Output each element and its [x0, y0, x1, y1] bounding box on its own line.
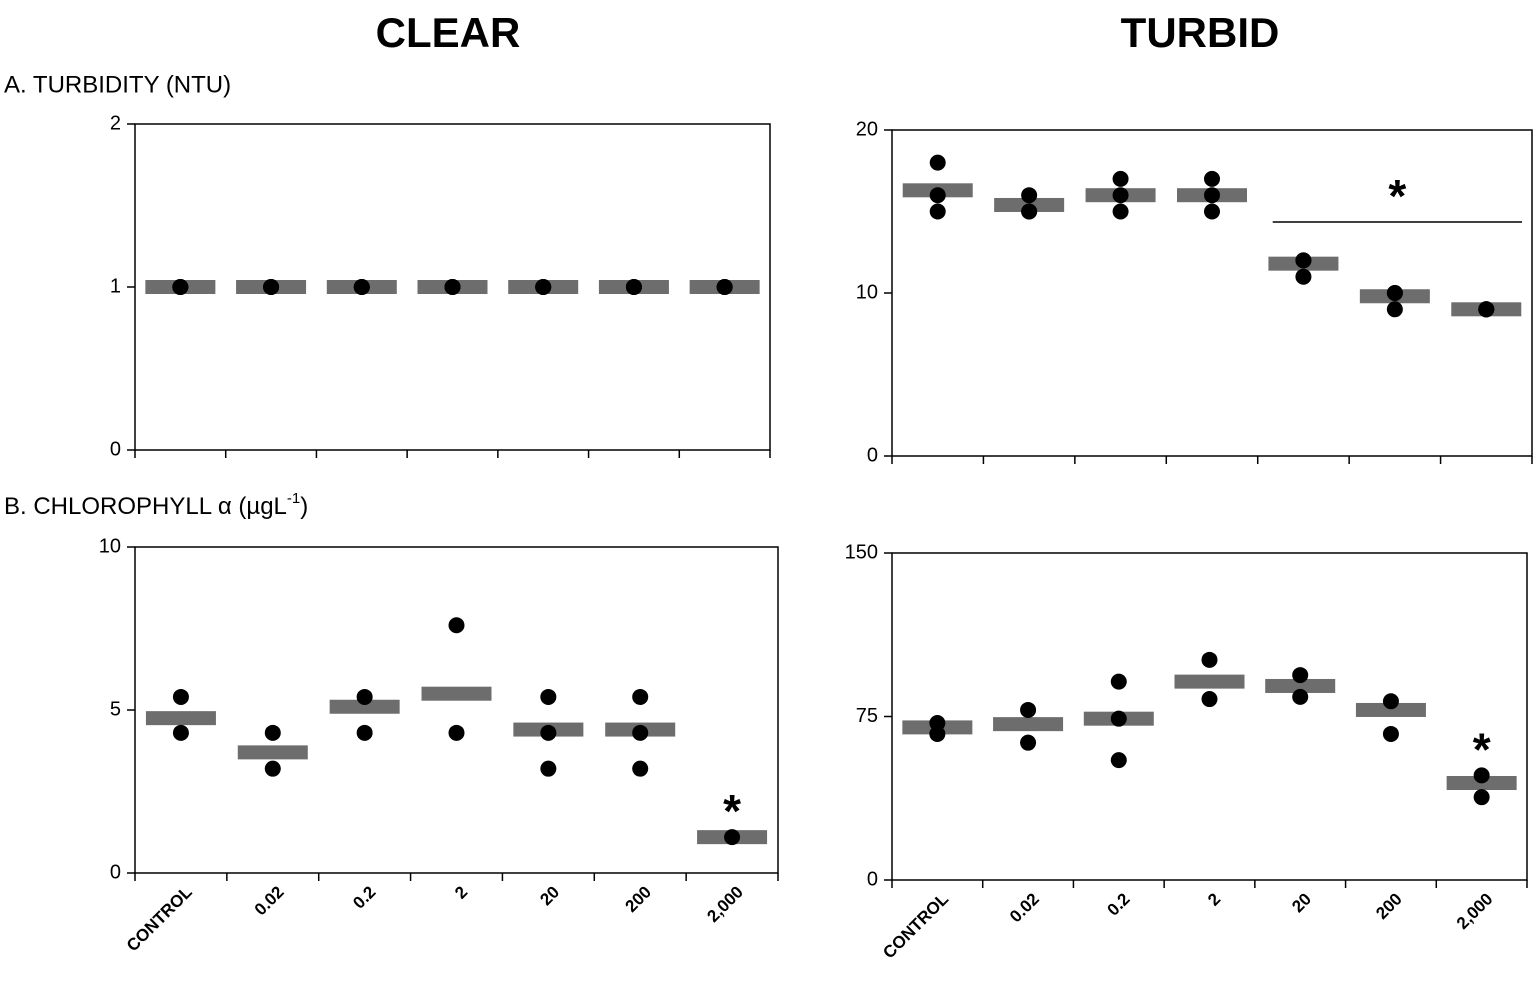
- replicate-point: [716, 279, 733, 295]
- replicate-point: [540, 724, 557, 741]
- significance-mark: *: [723, 785, 741, 837]
- y-tick-label: 0: [867, 868, 878, 890]
- replicate-point: [929, 154, 946, 171]
- x-tick-label: CONTROL: [879, 889, 952, 962]
- replicate-point: [632, 724, 649, 741]
- y-tick-label: 0: [110, 438, 121, 460]
- replicate-point: [264, 760, 281, 777]
- mean-bar: [993, 717, 1064, 732]
- x-tick-label: CONTROL: [123, 882, 196, 955]
- y-tick-label: 2: [110, 112, 121, 134]
- replicate-point: [172, 724, 189, 741]
- replicate-point: [448, 724, 465, 741]
- column-title: TURBID: [1121, 9, 1280, 56]
- replicate-point: [1204, 203, 1220, 220]
- y-tick-label: 0: [867, 444, 878, 466]
- y-tick-label: 10: [856, 281, 878, 303]
- replicate-point: [1382, 693, 1399, 710]
- mean-bar: [329, 699, 400, 714]
- replicate-point: [1021, 203, 1038, 220]
- replicate-point: [1020, 701, 1037, 718]
- replicate-point: [1110, 752, 1127, 769]
- replicate-point: [1473, 789, 1490, 806]
- replicate-point: [625, 279, 642, 295]
- significance-mark: *: [1473, 723, 1491, 775]
- replicate-point: [1021, 187, 1038, 204]
- x-tick-label: 20: [536, 882, 563, 909]
- replicate-point: [1292, 667, 1309, 684]
- y-tick-label: 75: [856, 705, 878, 727]
- row-title: A. TURBIDITY (NTU): [4, 71, 231, 98]
- replicate-point: [1112, 203, 1129, 220]
- mean-bar: [237, 745, 308, 760]
- replicate-point: [1295, 252, 1312, 269]
- y-tick-label: 5: [110, 698, 121, 720]
- replicate-point: [1382, 725, 1399, 742]
- mean-bar: [145, 711, 216, 726]
- replicate-point: [1110, 710, 1127, 727]
- y-tick-label: 20: [856, 118, 878, 140]
- row-title-closing: ): [300, 493, 308, 520]
- replicate-point: [1112, 187, 1129, 204]
- plot-frame: [134, 546, 779, 874]
- row-title: B. CHLOROPHYLL α (µgL-1): [4, 490, 308, 520]
- y-tick-label: 10: [99, 535, 121, 557]
- mean-bar: [1174, 674, 1245, 689]
- y-tick-label: 1: [110, 275, 121, 297]
- row-title-text: B. CHLOROPHYLL α (µgL: [4, 493, 287, 520]
- replicate-point: [172, 279, 189, 295]
- x-tick-label: 20: [1288, 889, 1315, 916]
- mean-bar: [1355, 702, 1426, 717]
- replicate-point: [632, 688, 649, 705]
- replicate-point: [356, 688, 373, 705]
- replicate-point: [1295, 268, 1312, 285]
- replicate-point: [1201, 651, 1218, 668]
- x-tick-label: 2: [1204, 889, 1224, 909]
- replicate-point: [1386, 285, 1403, 301]
- replicate-point: [353, 279, 370, 295]
- replicate-point: [1204, 187, 1220, 204]
- x-tick-label: 200: [622, 882, 655, 915]
- y-tick-label: 0: [110, 861, 121, 883]
- x-tick-label: 2: [451, 882, 471, 902]
- replicate-point: [172, 688, 189, 705]
- replicate-point: [929, 725, 946, 742]
- x-tick-label: 2,000: [1453, 889, 1497, 933]
- replicate-point: [1478, 301, 1495, 318]
- replicate-point: [535, 279, 552, 295]
- replicate-point: [1201, 691, 1218, 708]
- replicate-point: [1386, 301, 1403, 318]
- x-tick-label: 200: [1372, 889, 1405, 922]
- replicate-point: [724, 829, 741, 846]
- x-tick-label: 2,000: [703, 882, 747, 926]
- mean-bar: [1265, 678, 1336, 693]
- x-tick-label: 0.02: [1006, 889, 1043, 926]
- x-tick-label: 0.2: [1103, 889, 1133, 919]
- replicate-point: [1112, 170, 1129, 187]
- replicate-point: [540, 760, 557, 777]
- replicate-point: [264, 724, 281, 741]
- replicate-point: [929, 203, 946, 220]
- column-title: CLEAR: [376, 9, 521, 56]
- row-title-superscript: -1: [287, 490, 300, 507]
- replicate-point: [632, 760, 649, 777]
- replicate-point: [540, 688, 557, 705]
- replicate-point: [448, 617, 465, 634]
- replicate-point: [1292, 688, 1309, 705]
- x-tick-label: 0.02: [251, 882, 288, 919]
- y-tick-label: 150: [845, 541, 878, 563]
- replicate-point: [1473, 767, 1490, 784]
- replicate-point: [263, 279, 280, 295]
- x-tick-label: 0.2: [349, 882, 379, 912]
- replicate-point: [1020, 734, 1037, 751]
- mean-bar: [421, 686, 492, 701]
- replicate-point: [356, 724, 373, 741]
- significance-mark: *: [1388, 170, 1406, 222]
- replicate-point: [444, 279, 461, 295]
- replicate-point: [929, 187, 946, 204]
- plot-frame: [891, 552, 1528, 881]
- replicate-point: [1110, 673, 1127, 690]
- replicate-point: [1204, 170, 1220, 187]
